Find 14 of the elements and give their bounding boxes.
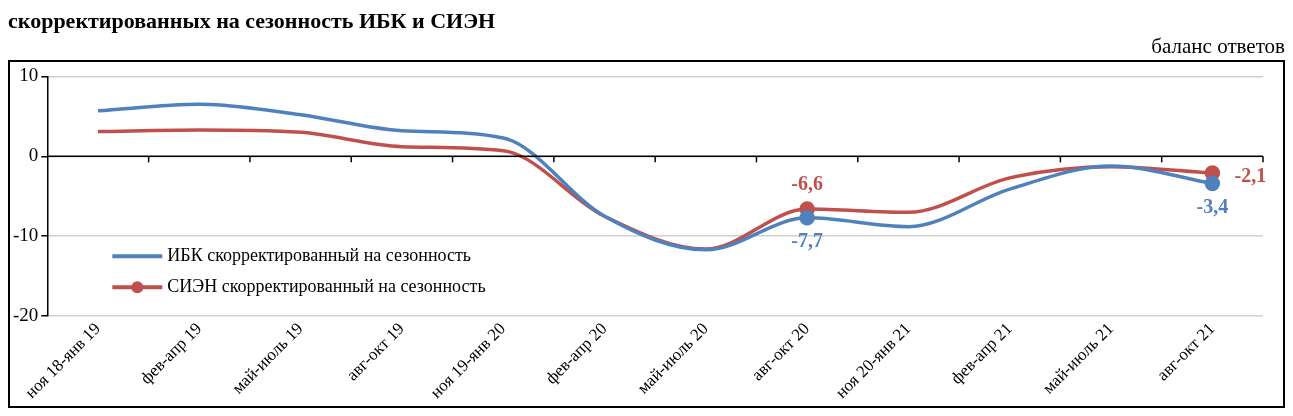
y-axis-title: баланс ответов [1150,34,1285,60]
chart-title: скорректированных на сезонность ИБК и СИЭН [8,8,497,34]
data-label: -7,7 [791,229,823,252]
y-tick-label: -10 [13,224,39,246]
y-tick-label: 10 [19,64,39,86]
point [799,210,815,226]
data-label: -6,6 [791,172,823,195]
y-tick-label: 0 [28,144,39,166]
y-tick-label: -20 [13,304,39,326]
legend-label: ИБК скорректированный на сезонность [167,244,472,265]
point [1204,175,1221,192]
data-label: -2,1 [1234,164,1267,187]
data-label: -3,4 [1196,194,1229,217]
legend-label: СИЭН скорректированный на сезонность [167,275,486,296]
